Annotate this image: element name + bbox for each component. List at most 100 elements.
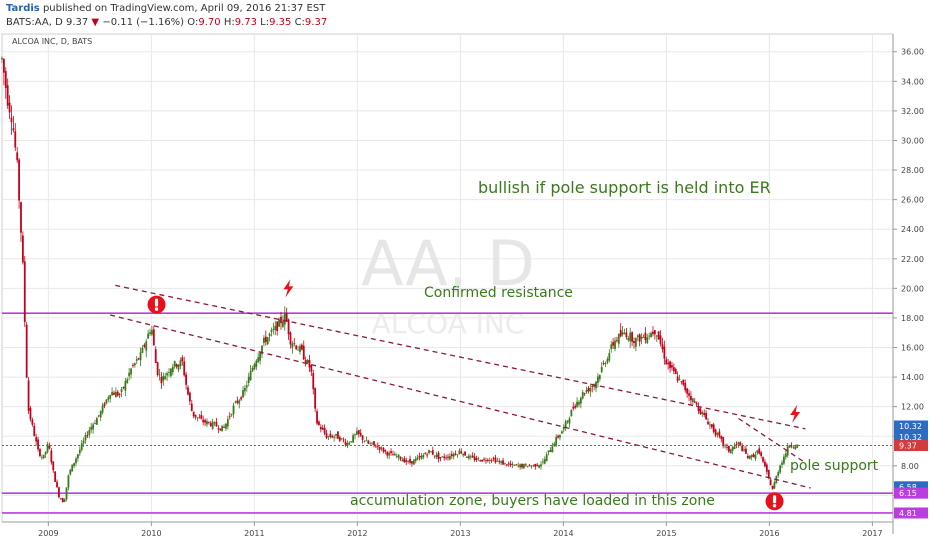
candle-body bbox=[591, 385, 594, 387]
candle-body bbox=[441, 456, 444, 458]
price-tag-label: 6.58 bbox=[899, 483, 917, 492]
candle-body bbox=[779, 465, 782, 473]
candle-body bbox=[576, 401, 578, 407]
author-link[interactable]: Tardis bbox=[6, 3, 40, 14]
candle-body bbox=[223, 427, 225, 428]
candle-body bbox=[310, 365, 313, 372]
candle-body bbox=[84, 435, 87, 441]
candle-body bbox=[378, 446, 381, 450]
candle-body bbox=[109, 395, 112, 399]
candle-body bbox=[562, 426, 565, 430]
candle-body bbox=[369, 443, 372, 445]
candle-body bbox=[337, 431, 339, 439]
candle-body bbox=[58, 487, 60, 498]
icons bbox=[147, 279, 801, 511]
candle-body bbox=[625, 332, 628, 338]
candle-body bbox=[788, 445, 791, 448]
candle-body bbox=[701, 412, 704, 415]
candle-body bbox=[424, 453, 427, 455]
candle-body bbox=[259, 352, 262, 361]
y-tick-label: 28.00 bbox=[901, 166, 924, 175]
candle-body bbox=[748, 455, 751, 459]
candle-body bbox=[416, 457, 419, 460]
low-value: 9.35 bbox=[269, 17, 292, 28]
candle-body bbox=[600, 366, 603, 372]
y-tick-label: 14.00 bbox=[901, 373, 924, 382]
candle-body bbox=[714, 429, 717, 436]
candle-body bbox=[168, 372, 170, 373]
candle-body bbox=[479, 460, 482, 462]
candle-body bbox=[597, 376, 599, 383]
candle-body bbox=[783, 456, 785, 464]
candle-body bbox=[280, 316, 282, 324]
lightning-icon bbox=[790, 405, 801, 424]
candle-body bbox=[297, 349, 299, 351]
candle-body bbox=[152, 329, 155, 346]
candle-body bbox=[729, 449, 732, 454]
candle-body bbox=[500, 461, 503, 464]
watermark-name: ALCOA INC bbox=[372, 307, 525, 340]
candle-body bbox=[536, 464, 539, 466]
candle-body bbox=[242, 390, 244, 398]
candles bbox=[1, 56, 799, 503]
candle-body bbox=[648, 335, 651, 337]
candle-body bbox=[12, 128, 15, 131]
candle-body bbox=[735, 444, 738, 446]
candle-body bbox=[306, 359, 309, 364]
candle-body bbox=[344, 441, 347, 445]
candle-body bbox=[477, 458, 480, 460]
candle-body bbox=[209, 423, 212, 427]
candle-body bbox=[752, 454, 755, 457]
candle-body bbox=[684, 382, 687, 391]
candle-body bbox=[572, 406, 575, 409]
candle-body bbox=[207, 421, 210, 423]
candle-body bbox=[579, 397, 582, 404]
candle-body bbox=[397, 454, 400, 458]
price-tag-label: 6.15 bbox=[899, 489, 917, 498]
candle-body bbox=[78, 449, 81, 454]
y-tick-label: 8.00 bbox=[901, 462, 919, 471]
candle-body bbox=[409, 458, 411, 463]
candle-body bbox=[137, 358, 140, 360]
candle-body bbox=[86, 435, 89, 437]
candle-body bbox=[232, 405, 235, 415]
candle-body bbox=[204, 420, 206, 423]
candle-body bbox=[433, 455, 436, 457]
candle-body bbox=[667, 362, 670, 365]
candle-body bbox=[185, 374, 187, 385]
price-tag-label: 10.32 bbox=[899, 422, 922, 431]
candle-body bbox=[549, 450, 552, 452]
candle-body bbox=[762, 457, 764, 462]
candle-body bbox=[333, 436, 336, 438]
price-tag-label: 9.37 bbox=[899, 442, 917, 451]
candle-body bbox=[528, 465, 531, 466]
candle-body bbox=[691, 398, 694, 402]
pole-note: pole support bbox=[790, 458, 879, 474]
candle-body bbox=[350, 441, 353, 443]
candle-body bbox=[88, 429, 91, 435]
candle-body bbox=[215, 421, 218, 427]
candle-body bbox=[354, 434, 356, 436]
candle-body bbox=[541, 461, 544, 463]
candle-body bbox=[540, 464, 542, 467]
close-value: 9.37 bbox=[304, 17, 328, 28]
candle-body bbox=[190, 403, 193, 411]
candle-body bbox=[230, 414, 233, 416]
candle-body bbox=[103, 403, 106, 407]
candle-body bbox=[302, 345, 305, 360]
candle-body bbox=[120, 389, 123, 393]
candle-body bbox=[703, 413, 706, 416]
candle-body bbox=[733, 446, 736, 449]
candle-body bbox=[695, 402, 698, 405]
candle-body bbox=[712, 424, 715, 432]
candle-body bbox=[97, 415, 100, 417]
candle-body bbox=[166, 373, 169, 376]
candle-body bbox=[676, 376, 679, 381]
candle-body bbox=[399, 456, 402, 460]
candle-body bbox=[502, 460, 504, 465]
candle-body bbox=[769, 479, 772, 486]
candle-body bbox=[52, 461, 55, 471]
candle-body bbox=[122, 387, 125, 389]
